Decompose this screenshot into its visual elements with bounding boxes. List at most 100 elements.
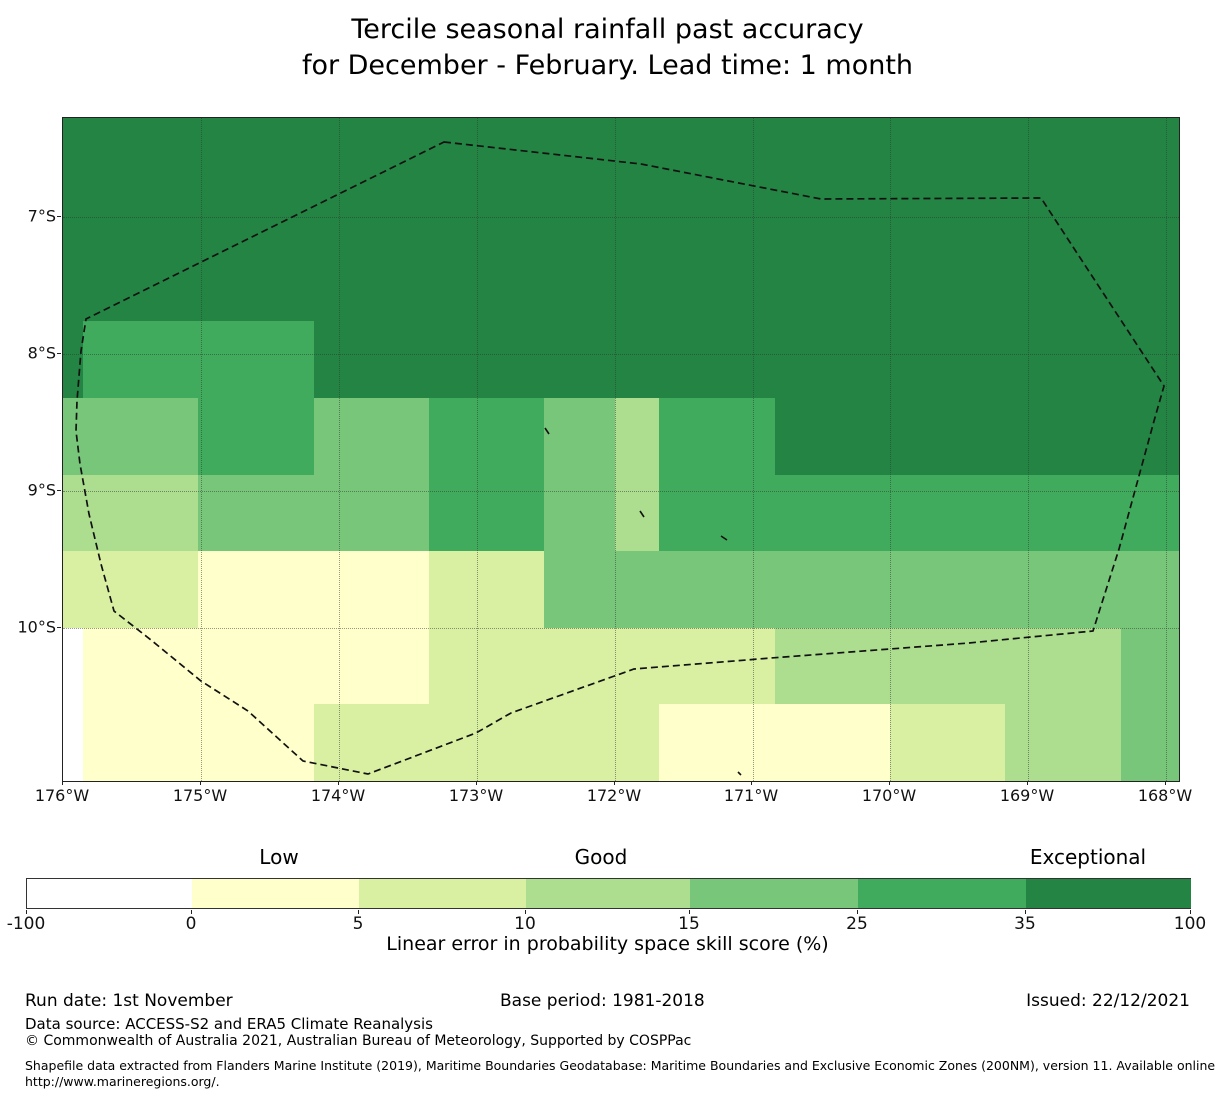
colorbar-tick-label: -100 [6, 914, 46, 934]
map-cell [659, 551, 775, 628]
map-cell [890, 398, 1005, 475]
x-tick-mark [614, 781, 615, 785]
colorbar-category-label: Low [259, 845, 299, 869]
longitude-gridline [615, 118, 616, 781]
colorbar-tick-label: 5 [352, 914, 364, 934]
map-cell [429, 398, 544, 475]
longitude-gridline [339, 118, 340, 781]
latitude-gridline [63, 491, 1179, 492]
shapefile-attribution-line1: Shapefile data extracted from Flanders M… [25, 1058, 1215, 1073]
base-period-text: Base period: 1981-2018 [500, 991, 705, 1011]
x-tick-label: 168°W [1137, 786, 1193, 805]
map-cell [63, 475, 83, 551]
map-cell [890, 704, 1005, 781]
map-cell [775, 475, 890, 551]
y-tick-label: 8°S [27, 343, 56, 363]
map-cell [890, 475, 1005, 551]
colorbar-tick-label: 35 [1014, 914, 1036, 934]
x-tick-label: 175°W [172, 786, 228, 805]
colorbar-category-label: Exceptional [1029, 845, 1147, 869]
map-cell [198, 704, 314, 781]
latitude-gridline [63, 217, 1179, 218]
map-cell [659, 475, 775, 551]
x-tick-label: 169°W [999, 786, 1055, 805]
x-tick-mark [751, 781, 752, 785]
map-cell [198, 475, 314, 551]
map-cell [429, 475, 544, 551]
map-cell [775, 551, 890, 628]
chart-title-line1: Tercile seasonal rainfall past accuracy [351, 14, 864, 45]
map-cell [659, 398, 775, 475]
colorbar-tick-mark [1190, 910, 1191, 914]
shapefile-attribution-url: http://www.marineregions.org/. [25, 1074, 220, 1089]
map-cell [314, 321, 429, 398]
x-tick-mark [1027, 781, 1028, 785]
map-cell [1121, 551, 1179, 628]
run-date-text: Run date: 1st November [25, 991, 233, 1011]
island-coastline-mark [544, 427, 550, 435]
map-cell [775, 398, 890, 475]
longitude-gridline [201, 118, 202, 781]
x-tick-mark [62, 781, 63, 785]
x-tick-mark [1165, 781, 1166, 785]
map-cell [314, 628, 429, 704]
map-cell [544, 704, 615, 781]
chart-title: Tercile seasonal rainfall past accuracy … [0, 12, 1215, 84]
y-tick-mark [57, 353, 61, 354]
y-tick-label: 10°S [17, 617, 56, 637]
colorbar-segment [359, 879, 526, 908]
colorbar-segment [526, 879, 690, 908]
map-cell [429, 551, 544, 628]
chart-title-line2: for December - February. Lead time: 1 mo… [301, 50, 914, 81]
map-cell [429, 628, 544, 704]
map-cell [544, 628, 615, 704]
map-cell [83, 398, 198, 475]
map-cell [1121, 398, 1179, 475]
x-tick-mark [200, 781, 201, 785]
map-cell [1005, 475, 1121, 551]
longitude-gridline [890, 118, 891, 781]
map-cell [83, 704, 198, 781]
data-source-text: Data source: ACCESS-S2 and ERA5 Climate … [25, 1015, 433, 1033]
map-cell [544, 475, 615, 551]
map-cell [63, 704, 83, 781]
x-tick-label: 173°W [448, 786, 504, 805]
x-tick-label: 171°W [723, 786, 779, 805]
map-cell [775, 628, 890, 704]
map-cell [314, 551, 429, 628]
x-tick-mark [338, 781, 339, 785]
map-cell [429, 321, 544, 398]
island-coastline-mark [737, 771, 742, 776]
y-tick-mark [57, 627, 61, 628]
map-cell [83, 321, 198, 398]
y-tick-mark [57, 490, 61, 491]
map-cell [198, 398, 314, 475]
map-cell [1005, 628, 1121, 704]
map-cell [314, 398, 429, 475]
colorbar-tick-label: 10 [514, 914, 536, 934]
colorbar-segment [1026, 879, 1191, 908]
colorbar-tick-mark [525, 910, 526, 914]
map-cell [83, 628, 198, 704]
x-tick-label: 170°W [861, 786, 917, 805]
map-cell [63, 398, 83, 475]
colorbar-tick-mark [358, 910, 359, 914]
colorbar-tick-mark [191, 910, 192, 914]
longitude-gridline [1028, 118, 1029, 781]
colorbar [26, 878, 1191, 909]
eez-boundary-layer [75, 141, 1165, 776]
map-cell [1005, 398, 1121, 475]
colorbar-segment [192, 879, 359, 908]
map-cell [890, 321, 1005, 398]
colorbar-tick-mark [857, 910, 858, 914]
longitude-gridline [477, 118, 478, 781]
map-cell [659, 704, 775, 781]
map-cell [198, 321, 314, 398]
map-raster [63, 118, 1179, 781]
colorbar-tick-label: 25 [846, 914, 868, 934]
map-cell [544, 398, 615, 475]
map-cell [890, 551, 1005, 628]
map-cell [615, 628, 659, 704]
x-tick-label: 176°W [34, 786, 90, 805]
